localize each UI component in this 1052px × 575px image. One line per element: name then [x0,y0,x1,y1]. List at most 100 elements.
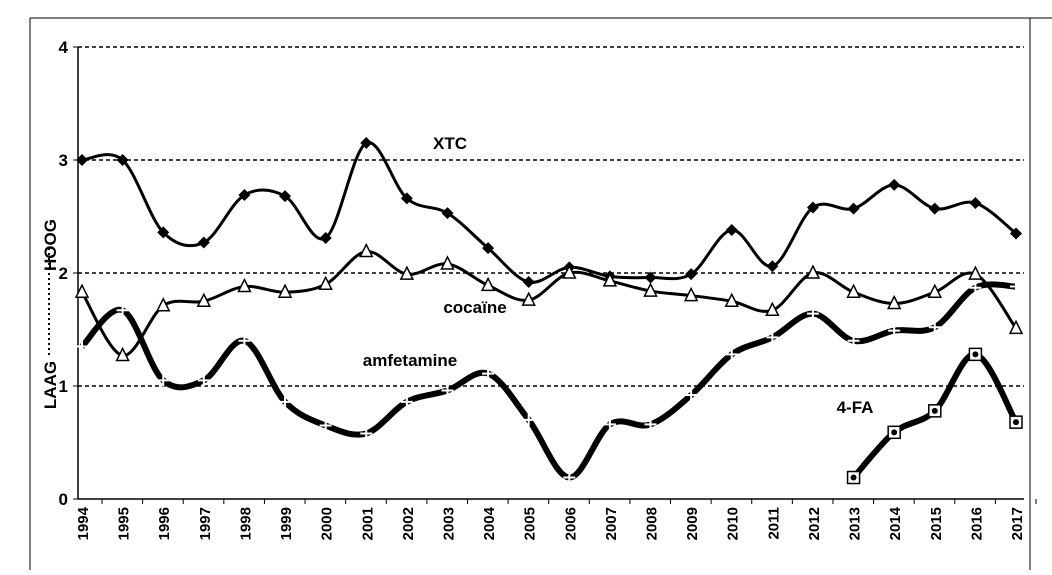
marker-plus [725,348,738,361]
x-tick-label: 2010 [725,507,742,540]
plus [441,384,454,397]
x-tick-label: 2001 [359,507,376,540]
x-tick-label: 2002 [400,507,417,540]
marker-diamond [928,202,941,215]
plus [806,307,819,320]
marker-plus [603,418,616,431]
marker-triangle [846,283,861,298]
diamond [238,189,251,202]
triangle [156,297,171,312]
series-label: 4-FA [837,398,874,417]
x-tick-label: 2014 [887,506,904,540]
plus [725,348,738,361]
marker-square [968,347,983,362]
marker-diamond [644,271,657,284]
triangle [359,242,374,258]
diamond [197,236,210,249]
dot [1013,419,1019,426]
marker-diamond [1010,227,1022,240]
marker-plus [644,418,657,431]
plus [969,281,982,294]
marker-diamond [969,196,982,209]
marker-diamond [522,276,535,289]
marker-plus [197,374,210,387]
x-tick-label: 2008 [644,507,661,540]
y-tick-label: 0 [59,490,68,509]
marker-triangle [683,286,699,302]
marker-plus [969,281,982,294]
triangle [643,282,658,297]
plus [766,331,779,344]
marker-triangle [521,291,536,306]
y-tick-label: 4 [59,38,69,57]
x-tick-label: 2017 [1009,507,1026,540]
marker-triangle [196,292,212,307]
triangle [399,265,415,280]
x-tick-label: 2005 [522,507,539,540]
x-tick-label: 1995 [116,507,133,540]
marker-square [1009,415,1023,429]
marker-triangle [74,283,90,298]
diamond [644,271,657,284]
series-line [81,141,1017,284]
series-label: cocaïne [443,298,506,317]
marker-triangle [399,265,415,280]
dot [972,351,979,358]
x-tick-label: 1996 [156,507,173,540]
marker-diamond [888,178,901,191]
marker-diamond [76,154,88,166]
triangle [74,283,90,298]
x-tick-label: 2013 [847,507,864,540]
x-tick-label: 2011 [765,507,782,540]
marker-diamond [806,201,819,214]
diamond [319,231,332,244]
marker-diamond [482,242,495,255]
plus [888,324,901,337]
marker-diamond [319,231,332,244]
marker-triangle [805,264,821,279]
marker-diamond [279,190,292,203]
x-tick-label: 1994 [75,506,92,540]
diamond [888,178,901,191]
plus [157,374,170,387]
marker-plus [157,374,170,387]
marker-triangle [765,301,780,317]
plus [279,395,292,408]
marker-diamond [238,189,251,202]
marker-diamond [685,268,698,281]
marker-diamond [766,260,779,273]
marker-diamond [441,207,454,220]
triangle [927,283,942,298]
diamond [847,202,860,215]
plus [360,427,373,440]
marker-triangle [237,277,252,293]
series-label: amfetamine [363,351,457,370]
x-tick-label: 2000 [319,507,336,540]
x-tick-label: 2006 [562,507,579,540]
y-label-high: HOOG [41,219,60,271]
x-tick-label: 2003 [440,507,457,540]
marker-square [928,404,942,418]
marker-plus [685,389,698,402]
diamond [482,242,495,255]
triangle [318,275,333,291]
marker-plus [522,413,535,426]
triangle [1008,319,1024,335]
y-label-low: LAAG [41,361,60,409]
triangle [968,265,983,280]
x-tick-label: 1997 [197,507,214,540]
marker-plus [116,304,129,317]
marker-triangle [886,294,902,310]
marker-triangle [1008,319,1024,335]
triangle [196,292,212,307]
x-tick-label: 1999 [278,507,295,540]
diamond [279,190,292,203]
plus [197,374,210,387]
x-tick-label: 2012 [806,507,823,540]
triangle [440,255,455,270]
triangle [521,291,536,306]
marker-plus [888,324,901,337]
plus [400,395,413,408]
plus [685,389,698,402]
